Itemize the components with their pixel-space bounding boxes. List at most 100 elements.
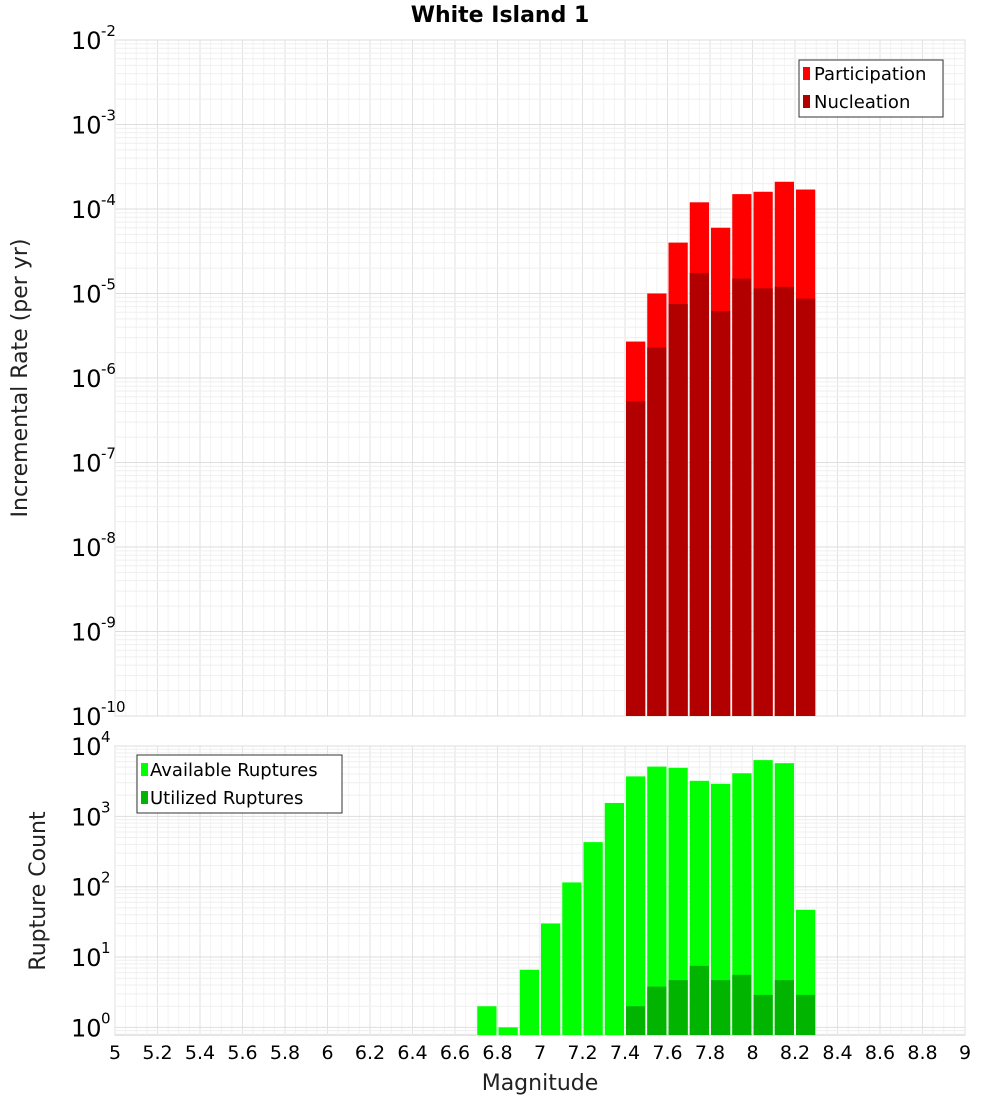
x-tick-label: 7	[534, 1042, 546, 1064]
bottom-legend: Available Ruptures Utilized Ruptures	[136, 754, 343, 814]
bar-available-ruptures	[562, 882, 582, 1035]
x-tick-label: 8	[746, 1042, 758, 1064]
top-y-tick-exponent: -4	[101, 191, 116, 209]
top-y-tick-exponent: -7	[101, 445, 116, 463]
top-plot: 10-210-310-410-510-610-710-810-910-10 In…	[8, 22, 966, 731]
bar-nucleation	[711, 311, 731, 716]
x-tick-label: 6.4	[397, 1042, 427, 1064]
bar-nucleation	[732, 278, 752, 716]
x-tick-label: 8.2	[780, 1042, 810, 1064]
legend-label-utilized: Utilized Ruptures	[150, 788, 303, 809]
chart-title: White Island 1	[411, 3, 590, 28]
bar-utilized-ruptures	[647, 986, 667, 1035]
bar-available-ruptures	[668, 767, 688, 1035]
top-y-tick-label: 10	[71, 112, 102, 140]
bar-nucleation	[626, 401, 646, 716]
top-y-tick-label: 10	[71, 196, 102, 224]
bottom-y-tick-exponent: 2	[101, 869, 111, 887]
top-y-tick-exponent: -8	[101, 529, 116, 547]
bar-available-ruptures	[647, 766, 667, 1035]
bar-utilized-ruptures	[753, 994, 773, 1035]
legend-label-available: Available Ruptures	[150, 760, 318, 781]
legend-swatch-utilized	[141, 791, 148, 804]
bottom-legend-box	[136, 754, 343, 814]
x-tick-label: 5.6	[227, 1042, 257, 1064]
legend-swatch-available	[141, 763, 148, 776]
top-y-tick-label: 10	[71, 450, 102, 478]
x-tick-label: 5.4	[185, 1042, 215, 1064]
x-tick-label: 5.2	[142, 1042, 172, 1064]
legend-label-participation: Participation	[814, 64, 926, 85]
top-legend: Participation Nucleation	[798, 59, 944, 118]
legend-swatch-nucleation	[803, 95, 810, 108]
top-y-tick-exponent: -5	[101, 276, 116, 294]
bar-nucleation	[689, 272, 709, 716]
bottom-y-tick-label: 10	[71, 874, 102, 902]
x-tick-label: 7.2	[567, 1042, 597, 1064]
top-plot-grid	[114, 39, 966, 717]
bar-utilized-ruptures	[796, 994, 816, 1035]
bar-utilized-ruptures	[711, 980, 731, 1035]
x-ticks: 5 5.2 5.4 5.6 5.8 6 6.2 6.4 6.6 6.8 7 7.2 7.4 7.6 7.8 8…	[109, 1042, 971, 1064]
x-tick-label: 6.2	[355, 1042, 385, 1064]
x-tick-label: 7.4	[610, 1042, 640, 1064]
bar-utilized-ruptures	[689, 965, 709, 1035]
top-legend-box	[798, 59, 944, 118]
x-tick-label: 8.6	[865, 1042, 895, 1064]
top-y-tick-exponent: -9	[101, 614, 116, 632]
bottom-y-tick-exponent: 4	[101, 728, 111, 746]
top-y-tick-label: 10	[71, 619, 102, 647]
x-tick-label: 7.8	[695, 1042, 725, 1064]
bar-nucleation	[668, 304, 688, 716]
top-y-tick-label: 10	[71, 365, 102, 393]
bottom-y-tick-exponent: 0	[101, 1009, 111, 1027]
bottom-y-tick-label: 10	[71, 803, 102, 831]
bottom-plot-bars	[477, 760, 816, 1035]
bottom-y-tick-label: 10	[71, 733, 102, 761]
bar-available-ruptures	[711, 783, 731, 1035]
bar-available-ruptures	[732, 773, 752, 1035]
x-tick-label: 5	[109, 1042, 121, 1064]
bottom-y-tick-exponent: 1	[101, 939, 111, 957]
legend-swatch-participation	[803, 67, 810, 80]
bar-available-ruptures	[498, 1027, 518, 1035]
bar-utilized-ruptures	[626, 1006, 646, 1035]
top-y-ticks: 10-210-310-410-510-610-710-810-910-10	[71, 22, 126, 731]
top-y-axis-label: Incremental Rate (per yr)	[8, 239, 33, 518]
bar-utilized-ruptures	[732, 974, 752, 1035]
bar-nucleation	[796, 298, 816, 716]
bar-available-ruptures	[583, 842, 603, 1035]
bar-nucleation	[753, 288, 773, 716]
bar-nucleation	[774, 286, 794, 716]
x-tick-label: 9	[959, 1042, 971, 1064]
x-axis-label: Magnitude	[482, 1071, 599, 1096]
x-tick-label: 8.4	[822, 1042, 852, 1064]
x-tick-label: 5.8	[270, 1042, 300, 1064]
bar-available-ruptures	[541, 923, 561, 1035]
bar-available-ruptures	[519, 969, 539, 1035]
x-tick-label: 6.6	[440, 1042, 470, 1064]
top-y-tick-exponent: -2	[101, 22, 116, 40]
bottom-y-tick-exponent: 3	[101, 798, 111, 816]
x-tick-label: 8.8	[907, 1042, 937, 1064]
top-y-tick-label: 10	[71, 281, 102, 309]
bar-available-ruptures	[477, 1006, 497, 1035]
bar-utilized-ruptures	[774, 980, 794, 1035]
legend-label-nucleation: Nucleation	[814, 92, 910, 113]
bar-available-ruptures	[774, 763, 794, 1035]
top-y-tick-label: 10	[71, 703, 102, 731]
bar-nucleation	[647, 347, 667, 716]
bar-utilized-ruptures	[668, 980, 688, 1035]
bottom-y-axis-label: Rupture Count	[26, 811, 51, 971]
top-y-tick-label: 10	[71, 534, 102, 562]
bottom-y-tick-label: 10	[71, 944, 102, 972]
bar-available-ruptures	[626, 776, 646, 1035]
x-tick-label: 6	[321, 1042, 333, 1064]
top-y-tick-exponent: -3	[101, 107, 116, 125]
top-y-tick-exponent: -10	[101, 698, 126, 716]
top-plot-bars	[626, 181, 816, 717]
bar-available-ruptures	[753, 760, 773, 1035]
